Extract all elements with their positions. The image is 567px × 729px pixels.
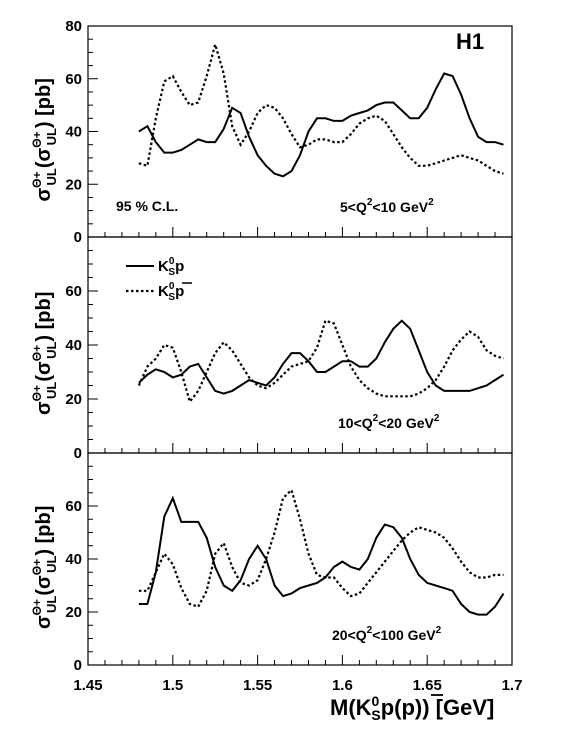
y-tick-label: 60 xyxy=(65,283,82,300)
y-label-part: Θ+ xyxy=(30,599,44,615)
y-label-part: σ xyxy=(33,188,55,202)
y-label-part: σ xyxy=(33,361,55,375)
y-label-part: ( xyxy=(33,375,55,382)
y-tick-label: 80 xyxy=(65,18,82,35)
y-tick-label: 20 xyxy=(65,391,82,408)
series-kshort-pbar-line xyxy=(138,488,504,609)
y-tick-label: 0 xyxy=(74,229,82,246)
panel-2: 0 20 40 60 xyxy=(65,236,513,462)
y-tick-label: 40 xyxy=(65,124,82,141)
y-label-part: ( xyxy=(33,161,55,168)
y-label-part: UL xyxy=(44,168,59,185)
y-label-part: UL xyxy=(44,556,59,573)
x-tick-label: 1.55 xyxy=(243,677,272,694)
q2-label-panel-2: 10<Q2<20 GeV2 xyxy=(338,413,440,431)
series-kshort-pbar-line xyxy=(138,40,504,175)
panels-layer: 0 20 40 60 80 0 20 40 60 0 20 40 60 1.45 1.5 1.55 1.6 1.6… xyxy=(65,18,522,694)
series-kshort-p-line xyxy=(138,72,504,178)
y-label-part: Θ+ xyxy=(30,171,44,187)
y-axis-label-text: σΘ+UL(σΘ+UL) [pb] xyxy=(30,292,59,415)
y-label-part: UL xyxy=(44,596,59,613)
y-tick-label: 0 xyxy=(74,657,82,674)
y-tick-label: 20 xyxy=(65,604,82,621)
x-tick-label: 1.7 xyxy=(502,677,523,694)
q2-label-panel-3: 20<Q2<100 GeV2 xyxy=(332,625,442,643)
y-label-part: σ xyxy=(33,147,55,161)
series-kshort-p-line xyxy=(138,319,505,395)
y-label-part: Θ+ xyxy=(30,345,44,361)
confidence-level-label: 95 % C.L. xyxy=(116,198,178,214)
y-tick-label: 60 xyxy=(65,498,82,515)
x-tick-label: 1.45 xyxy=(73,677,102,694)
legend: K0 Sp K0 Sp xyxy=(126,256,192,303)
series-kshort-pbar-line xyxy=(137,319,504,405)
y-axis-label-text: σΘ+UL(σΘ+UL) [pb] xyxy=(30,506,59,629)
x-tick-label: 1.5 xyxy=(162,677,183,694)
y-tick-label: 40 xyxy=(65,551,82,568)
y-label-part: σ xyxy=(33,401,55,415)
panel-3: 0 20 40 60 1.45 1.5 1.55 1.6 1.65 1.7 xyxy=(65,452,523,694)
y-label-part: Θ+ xyxy=(30,559,44,575)
y-tick-label: 60 xyxy=(65,71,82,88)
y-label-part: σ xyxy=(33,615,55,629)
legend-solid-label: K0 Sp xyxy=(158,256,184,278)
y-label-part: UL xyxy=(44,128,59,145)
y-tick-label: 20 xyxy=(65,176,82,193)
y-tick-label: 0 xyxy=(74,445,82,462)
legend-dotted-label: K0 Sp xyxy=(158,281,184,303)
y-axis-labels: σΘ+UL(σΘ+UL) [pb]σΘ+UL(σΘ+UL) [pb]σΘ+UL(… xyxy=(30,78,59,629)
y-label-part: ) [pb] xyxy=(33,292,55,342)
x-tick-label: 1.6 xyxy=(332,677,353,694)
y-label-part: UL xyxy=(44,382,59,399)
panel-frame xyxy=(87,236,513,454)
y-label-part: ( xyxy=(33,589,55,596)
q2-label-panel-1: 5<Q2<10 GeV2 xyxy=(340,197,434,215)
y-label-part: UL xyxy=(44,342,59,359)
x-tick-label: 1.65 xyxy=(413,677,442,694)
y-axis-label-panel-3: σΘ+UL(σΘ+UL) [pb] xyxy=(30,506,59,629)
y-label-part: Θ+ xyxy=(30,131,44,147)
y-tick-label: 40 xyxy=(65,337,82,354)
x-axis-label: M(K0 Sp(p)) [GeV] xyxy=(330,693,494,723)
y-axis-label-text: σΘ+UL(σΘ+UL) [pb] xyxy=(30,78,59,201)
experiment-label: H1 xyxy=(456,29,484,54)
y-label-part: Θ+ xyxy=(30,385,44,401)
series-kshort-p-line xyxy=(138,495,505,616)
y-label-part: ) [pb] xyxy=(33,506,55,556)
y-label-part: σ xyxy=(33,575,55,589)
y-label-part: ) [pb] xyxy=(33,78,55,128)
panel-frame xyxy=(87,452,513,666)
y-axis-label-panel-2: σΘ+UL(σΘ+UL) [pb] xyxy=(30,292,59,415)
y-axis-label-panel-1: σΘ+UL(σΘ+UL) [pb] xyxy=(30,78,59,201)
